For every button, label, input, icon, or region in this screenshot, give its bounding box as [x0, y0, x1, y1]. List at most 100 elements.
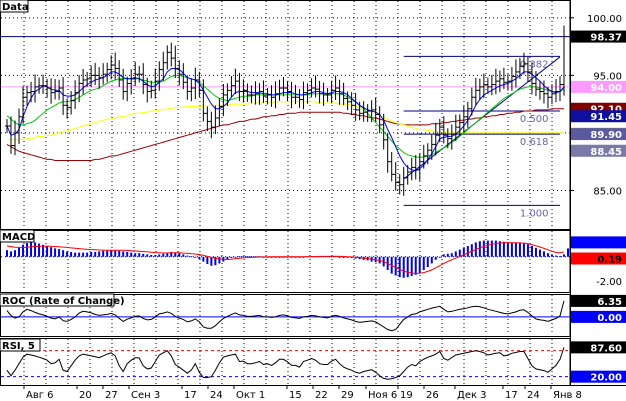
macd-histogram-bar: [394, 256, 397, 276]
macd-histogram-bar: [214, 256, 217, 266]
time-axis-label: 24: [210, 390, 223, 401]
macd-histogram-bar: [542, 251, 545, 257]
rsi-pane-frame: [0, 338, 571, 386]
macd-histogram-bar: [250, 256, 253, 258]
macd-value-badge: [571, 236, 626, 249]
fib-level-label: 0.500: [520, 114, 549, 125]
price-badge: [571, 30, 626, 43]
macd-histogram-bar: [406, 256, 409, 278]
macd-histogram-bar: [162, 253, 165, 257]
time-axis-label: Ноя 6: [368, 390, 397, 401]
macd-histogram-bar: [450, 253, 453, 257]
macd-histogram-bar: [150, 255, 153, 257]
macd-histogram-bar: [462, 247, 465, 257]
macd-histogram-bar: [86, 252, 89, 257]
price-pane-title-box: [0, 0, 29, 13]
price-badge: [571, 80, 626, 93]
macd-histogram-bar: [106, 250, 109, 257]
macd-histogram-bar: [138, 253, 141, 257]
time-axis-label: 29: [341, 390, 354, 401]
price-badge: [571, 128, 626, 141]
macd-histogram-bar: [158, 254, 161, 257]
macd-histogram-bar: [26, 243, 29, 257]
macd-pane-title-box: [0, 229, 35, 243]
macd-histogram-bar: [70, 252, 73, 257]
price-badge: [571, 110, 626, 123]
macd-histogram-bar: [122, 251, 125, 257]
roc-badge-label: 0.00: [597, 313, 622, 324]
macd-histogram-bar: [218, 256, 221, 264]
macd-histogram-bar: [134, 253, 137, 257]
price-axis-tick-label: 95.00: [593, 71, 622, 82]
macd-histogram-bar: [82, 252, 85, 257]
macd-histogram-bar: [398, 256, 401, 278]
macd-histogram-bar: [54, 248, 57, 257]
macd-histogram-bar: [414, 256, 417, 275]
macd-histogram-bar: [302, 256, 305, 258]
moving-average-line: [7, 101, 564, 141]
macd-histogram-bar: [78, 252, 81, 257]
price-axis-tick-label: 100.00: [587, 14, 622, 25]
macd-pane-frame: [0, 230, 571, 293]
price-badge-label: 98.37: [590, 33, 622, 44]
rsi-badge-label: 87.60: [590, 343, 622, 354]
macd-histogram-bar: [18, 247, 21, 257]
macd-histogram-bar: [514, 243, 517, 257]
price-pane-title: Data: [2, 2, 29, 13]
macd-histogram-bar: [554, 255, 557, 257]
macd-histogram-bar: [518, 243, 521, 257]
macd-histogram-bar: [102, 250, 105, 257]
price-pane-frame: [0, 0, 571, 230]
price-axis-tick-label: 85.00: [593, 186, 622, 197]
rsi-badge-label: 20.00: [590, 373, 622, 384]
macd-histogram-bar: [30, 242, 33, 257]
macd-histogram-bar: [182, 254, 185, 257]
price-badge-label: 88.45: [590, 147, 622, 158]
macd-histogram-bar: [563, 254, 565, 257]
price-badge-label: 91.45: [590, 112, 622, 123]
macd-histogram-bar: [62, 250, 65, 257]
macd-histogram-bar: [58, 249, 61, 257]
time-axis-label: 22: [315, 390, 328, 401]
macd-histogram-bar: [198, 256, 201, 260]
macd-histogram-bar: [418, 256, 421, 273]
roc-badge-label: 6.35: [597, 297, 622, 308]
time-axis-label: 17: [505, 390, 518, 401]
macd-axis-tick-label: -2.00: [596, 277, 622, 288]
rsi-badge: [571, 341, 626, 354]
macd-histogram-bar: [438, 256, 441, 258]
macd-histogram-bar: [430, 256, 433, 264]
price-badge-label: 94.00: [590, 83, 622, 94]
macd-histogram-bar: [66, 251, 69, 257]
macd-histogram-bar: [546, 253, 549, 257]
macd-histogram-bar: [118, 250, 121, 257]
roc-pane-title-box: [0, 293, 115, 307]
macd-histogram-bar: [506, 242, 509, 257]
macd-histogram-bar: [534, 247, 537, 257]
macd-histogram-bar: [494, 240, 497, 257]
macd-histogram-bar: [170, 252, 173, 257]
moving-average-line: [6, 68, 565, 172]
macd-histogram-bar: [210, 256, 213, 266]
fib-level-label: 0.618: [520, 137, 549, 148]
macd-histogram-bar: [526, 244, 529, 257]
macd-histogram-bar: [486, 240, 489, 257]
roc-line: [6, 300, 565, 332]
macd-histogram-bar: [50, 247, 53, 257]
macd-histogram-bar: [458, 249, 461, 257]
rsi-pane-title-box: [0, 338, 41, 352]
time-axis-label: 17: [184, 390, 197, 401]
macd-histogram-bar: [446, 253, 449, 257]
time-axis-label: 26: [426, 390, 439, 401]
moving-average-line: [6, 74, 565, 158]
time-axis-label: 24: [527, 390, 540, 401]
macd-histogram-bar: [338, 256, 341, 258]
macd-histogram-bar: [470, 244, 473, 257]
macd-histogram-bar: [502, 241, 505, 257]
time-axis-label: Янв 8: [553, 390, 582, 401]
macd-histogram-bar: [174, 252, 177, 257]
macd-histogram-bar: [154, 255, 157, 257]
moving-average-line: [6, 108, 564, 161]
macd-histogram-bar: [422, 256, 425, 270]
